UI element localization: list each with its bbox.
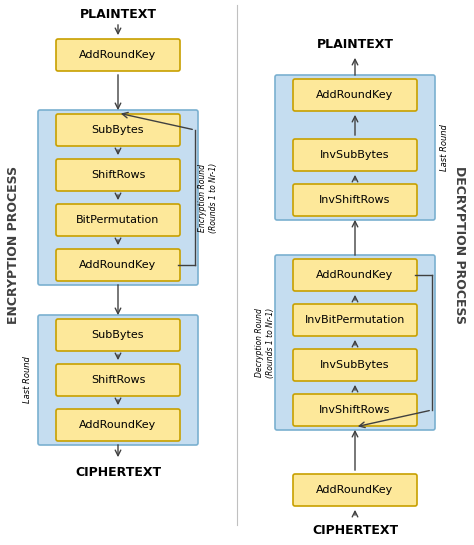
- FancyBboxPatch shape: [38, 110, 198, 285]
- Text: BitPermutation: BitPermutation: [76, 215, 160, 225]
- FancyBboxPatch shape: [293, 259, 417, 291]
- Text: AddRoundKey: AddRoundKey: [316, 90, 393, 100]
- Text: AddRoundKey: AddRoundKey: [79, 260, 156, 270]
- Text: InvSubBytes: InvSubBytes: [320, 360, 390, 370]
- Text: Encryption Round
(Rounds 1 to Nr-1): Encryption Round (Rounds 1 to Nr-1): [198, 162, 218, 233]
- Text: InvSubBytes: InvSubBytes: [320, 150, 390, 160]
- Text: InvShiftRows: InvShiftRows: [319, 405, 391, 415]
- Text: PLAINTEXT: PLAINTEXT: [317, 39, 393, 51]
- FancyBboxPatch shape: [56, 114, 180, 146]
- Text: ShiftRows: ShiftRows: [91, 375, 145, 385]
- Text: InvShiftRows: InvShiftRows: [319, 195, 391, 205]
- Text: ENCRYPTION PROCESS: ENCRYPTION PROCESS: [8, 166, 20, 324]
- Text: Last Round: Last Round: [440, 124, 449, 171]
- Text: PLAINTEXT: PLAINTEXT: [80, 9, 156, 21]
- FancyBboxPatch shape: [293, 139, 417, 171]
- FancyBboxPatch shape: [56, 159, 180, 191]
- Text: Decryption Round
(Rounds 1 to Nr-1): Decryption Round (Rounds 1 to Nr-1): [255, 307, 275, 378]
- FancyBboxPatch shape: [275, 255, 435, 430]
- FancyBboxPatch shape: [293, 79, 417, 111]
- FancyBboxPatch shape: [275, 75, 435, 220]
- FancyBboxPatch shape: [56, 409, 180, 441]
- FancyBboxPatch shape: [56, 39, 180, 71]
- Text: SubBytes: SubBytes: [92, 330, 144, 340]
- Text: AddRoundKey: AddRoundKey: [79, 420, 156, 430]
- FancyBboxPatch shape: [56, 319, 180, 351]
- FancyBboxPatch shape: [293, 304, 417, 336]
- FancyBboxPatch shape: [293, 474, 417, 506]
- FancyBboxPatch shape: [38, 315, 198, 445]
- Text: AddRoundKey: AddRoundKey: [316, 270, 393, 280]
- FancyBboxPatch shape: [293, 394, 417, 426]
- Text: ShiftRows: ShiftRows: [91, 170, 145, 180]
- Text: CIPHERTEXT: CIPHERTEXT: [312, 524, 398, 536]
- FancyBboxPatch shape: [56, 364, 180, 396]
- Text: CIPHERTEXT: CIPHERTEXT: [75, 467, 161, 480]
- Text: InvBitPermutation: InvBitPermutation: [305, 315, 405, 325]
- Text: AddRoundKey: AddRoundKey: [79, 50, 156, 60]
- Text: SubBytes: SubBytes: [92, 125, 144, 135]
- FancyBboxPatch shape: [293, 349, 417, 381]
- FancyBboxPatch shape: [56, 249, 180, 281]
- FancyBboxPatch shape: [56, 204, 180, 236]
- Text: AddRoundKey: AddRoundKey: [316, 485, 393, 495]
- Text: DECRYPTION PROCESS: DECRYPTION PROCESS: [454, 166, 466, 324]
- Text: Last Round: Last Round: [24, 356, 33, 403]
- FancyBboxPatch shape: [293, 184, 417, 216]
